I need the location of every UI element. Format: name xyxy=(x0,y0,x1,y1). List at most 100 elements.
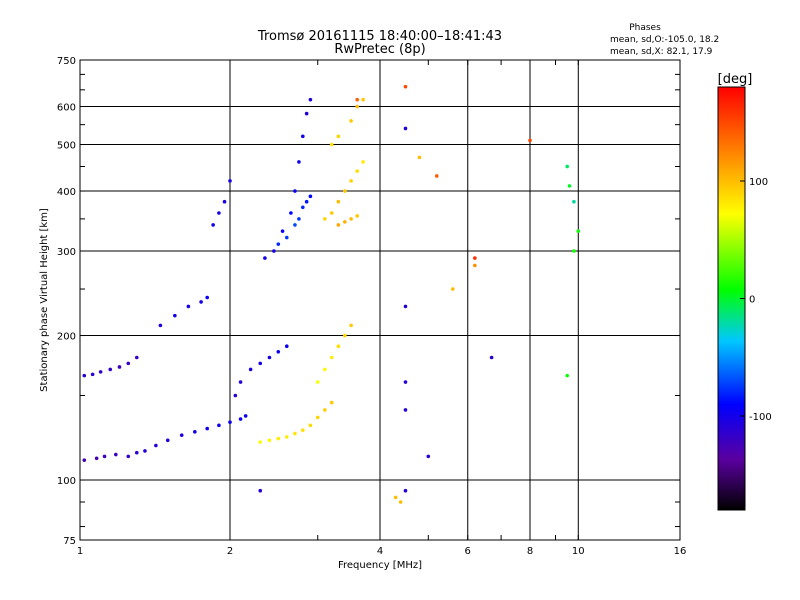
data-point-O xyxy=(289,211,293,215)
data-point-X xyxy=(308,423,313,428)
data-point-O xyxy=(94,456,99,461)
data-point-O xyxy=(280,229,285,233)
data-point-scattered xyxy=(355,97,359,102)
y-tick-label: 75 xyxy=(63,536,76,547)
data-point-scattered xyxy=(565,373,569,378)
data-point-X xyxy=(315,415,320,420)
data-point-X xyxy=(329,355,334,360)
data-point-scattered xyxy=(567,184,572,188)
data-point-O xyxy=(263,256,267,260)
data-point-O xyxy=(293,189,297,193)
data-point-O xyxy=(186,304,191,309)
data-point-O xyxy=(165,438,170,443)
data-point-O xyxy=(248,367,253,372)
data-point-X xyxy=(361,97,365,102)
data-point-O xyxy=(267,355,272,360)
data-point-X xyxy=(343,220,347,224)
data-point-X xyxy=(323,408,327,412)
data-point-X xyxy=(336,344,341,349)
data-point-O xyxy=(98,370,103,374)
data-point-X xyxy=(276,436,281,441)
data-point-scattered xyxy=(528,138,532,143)
grid-layer xyxy=(80,60,680,540)
data-point-O xyxy=(154,443,158,448)
y-tick-label: 300 xyxy=(57,247,76,258)
data-point-X xyxy=(355,104,359,109)
data-point-X xyxy=(349,119,353,123)
data-point-O xyxy=(82,373,87,378)
x-tick-label: 4 xyxy=(377,546,383,557)
y-tick-label: 200 xyxy=(57,332,76,343)
data-point-O xyxy=(114,452,118,457)
data-point-O xyxy=(199,300,203,304)
data-point-O xyxy=(143,449,147,453)
data-point-X xyxy=(301,428,305,433)
data-point-O xyxy=(304,111,309,116)
data-point-scattered xyxy=(403,84,408,89)
data-point-O xyxy=(102,454,107,459)
data-point-O xyxy=(179,433,184,437)
phases-info-title: Phases xyxy=(629,23,661,33)
data-point-O xyxy=(222,199,227,204)
data-point-X xyxy=(323,367,327,372)
data-point-X xyxy=(349,323,353,328)
data-point-scattered xyxy=(393,495,398,500)
data-point-O xyxy=(238,417,243,421)
data-point-X xyxy=(336,223,341,227)
data-point-O xyxy=(284,344,289,349)
colorbar-label: [deg] xyxy=(718,72,753,87)
data-point-scattered xyxy=(489,355,494,360)
data-point-X xyxy=(267,438,272,443)
phases-info-line1: mean, sd,O:-105.0, 18.2 xyxy=(610,35,719,45)
data-point-O xyxy=(205,295,209,300)
colorbar-tick-label: -100 xyxy=(749,412,772,423)
data-point-scattered xyxy=(403,126,408,131)
x-axis-label: Frequency [MHz] xyxy=(338,560,422,571)
data-point-O xyxy=(238,380,243,384)
data-point-O xyxy=(243,414,248,418)
data-point-X xyxy=(258,440,263,444)
data-point-scattered xyxy=(403,488,408,493)
data-point-O xyxy=(297,160,301,164)
data-point-X xyxy=(315,380,320,384)
data-points-layer xyxy=(82,84,581,504)
data-point-scattered xyxy=(403,304,408,309)
data-point-O xyxy=(233,393,238,398)
data-point-O xyxy=(228,179,232,183)
x-tick-label: 10 xyxy=(572,546,585,557)
data-point-X xyxy=(329,142,334,147)
chart-subtitle: RwPretec (8p) xyxy=(334,42,425,57)
data-point-O xyxy=(126,361,131,366)
data-point-X xyxy=(293,431,297,436)
data-point-X xyxy=(336,134,341,139)
data-point-X xyxy=(329,400,334,405)
data-point-X xyxy=(343,333,347,338)
data-point-scattered xyxy=(403,380,408,384)
data-point-O xyxy=(211,223,215,227)
colorbar-tick-label: 0 xyxy=(749,295,755,306)
data-point-O xyxy=(308,97,313,102)
data-point-scattered xyxy=(576,229,581,233)
data-point-O xyxy=(284,235,289,240)
x-tick-label: 2 xyxy=(227,546,233,557)
x-tick-label: 8 xyxy=(527,546,533,557)
data-point-X xyxy=(343,189,347,193)
data-point-O xyxy=(297,217,301,221)
data-point-O xyxy=(276,242,281,246)
data-point-scattered xyxy=(417,155,422,160)
x-tick-label: 6 xyxy=(465,546,471,557)
data-point-O xyxy=(258,361,263,366)
chart-title: Tromsø 20161115 18:40:00–18:41:43 xyxy=(257,29,502,44)
data-point-scattered xyxy=(473,256,477,260)
data-point-X xyxy=(329,211,334,215)
data-point-O xyxy=(276,349,281,354)
y-axis-label: Stationary phase Virtual Height [km] xyxy=(39,208,50,392)
tick-layer: 1 2 4 6 8 10 16 75 100 200 300 400 500 600 750 xyxy=(57,56,686,557)
data-point-O xyxy=(82,458,87,462)
data-point-O xyxy=(108,367,113,372)
data-point-scattered xyxy=(572,249,576,253)
data-point-scattered xyxy=(473,263,477,268)
data-point-scattered xyxy=(426,454,431,459)
data-point-scattered xyxy=(572,199,576,204)
data-point-X xyxy=(349,217,353,221)
